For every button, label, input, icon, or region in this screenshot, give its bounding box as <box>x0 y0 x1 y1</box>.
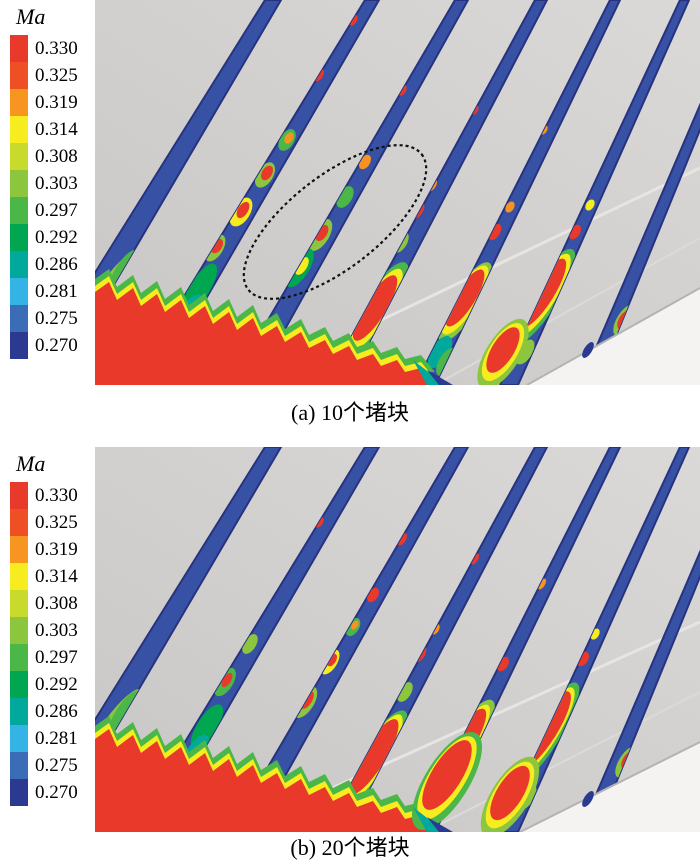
legend-row: 0.297 <box>10 197 95 224</box>
legend-b: Ma 0.330 0.325 0.319 0.314 0.308 0.303 0… <box>0 447 95 832</box>
legend-row: 0.303 <box>10 170 95 197</box>
legend-swatch <box>10 644 28 671</box>
blockage-band <box>95 716 483 832</box>
legend-label: 0.303 <box>35 620 78 641</box>
legend-swatch <box>10 779 28 806</box>
legend-swatch <box>10 62 28 89</box>
legend-label: 0.314 <box>35 119 78 140</box>
legend-row: 0.308 <box>10 590 95 617</box>
legend-swatch <box>10 482 28 509</box>
legend-label: 0.292 <box>35 674 78 695</box>
legend-swatch <box>10 752 28 779</box>
legend-row: 0.314 <box>10 116 95 143</box>
legend-swatch <box>10 224 28 251</box>
caption-a: (a) 10个堵块 <box>291 400 409 425</box>
panel-a: Ma 0.330 0.325 0.319 0.314 0.308 0.303 0… <box>0 0 700 425</box>
legend-swatch <box>10 251 28 278</box>
legend-row: 0.319 <box>10 89 95 116</box>
legend-row: 0.308 <box>10 143 95 170</box>
legend-label: 0.286 <box>35 701 78 722</box>
legend-row: 0.314 <box>10 563 95 590</box>
legend-label: 0.330 <box>35 485 78 506</box>
legend-label: 0.325 <box>35 65 78 86</box>
legend-label: 0.297 <box>35 200 78 221</box>
legend-row: 0.292 <box>10 224 95 251</box>
legend-row: 0.303 <box>10 617 95 644</box>
legend-swatch <box>10 332 28 359</box>
legend-row: 0.286 <box>10 251 95 278</box>
blockage-band <box>95 269 453 385</box>
caption-b: (b) 20个堵块 <box>290 835 410 860</box>
legend-label: 0.281 <box>35 728 78 749</box>
annotation-ellipse <box>242 144 428 300</box>
legend-title: Ma <box>16 451 46 476</box>
legend-row: 0.286 <box>10 698 95 725</box>
legend-title: Ma <box>16 4 46 29</box>
legend-swatch <box>10 143 28 170</box>
legend-row: 0.275 <box>10 305 95 332</box>
legend-row: 0.297 <box>10 644 95 671</box>
legend-swatch <box>10 725 28 752</box>
legend-swatch <box>10 278 28 305</box>
wing-edge-line <box>434 237 700 385</box>
legend-swatch <box>10 116 28 143</box>
legend-a: Ma 0.330 0.325 0.319 0.314 0.308 0.303 0… <box>0 0 95 385</box>
legend-row: 0.281 <box>10 725 95 752</box>
contour-svg-b <box>95 447 700 832</box>
wing-edge-line <box>424 691 700 832</box>
legend-swatch <box>10 617 28 644</box>
legend-row: 0.270 <box>10 332 95 359</box>
legend-label: 0.303 <box>35 173 78 194</box>
contour-plot-a <box>95 0 700 385</box>
flap-edge-line <box>519 741 700 832</box>
legend-label: 0.275 <box>35 308 78 329</box>
legend-swatch <box>10 35 28 62</box>
legend-label: 0.308 <box>35 146 78 167</box>
legend-label: 0.325 <box>35 512 78 533</box>
flap-edge-patches <box>477 318 594 385</box>
legend-label: 0.292 <box>35 227 78 248</box>
legend-label: 0.270 <box>35 782 78 803</box>
legend-row: 0.270 <box>10 779 95 806</box>
legend-label: 0.281 <box>35 281 78 302</box>
legend-swatch <box>10 698 28 725</box>
flap-edge-patches <box>480 756 594 832</box>
legend-label: 0.330 <box>35 38 78 59</box>
legend-row: 0.325 <box>10 509 95 536</box>
contour-svg-a <box>95 0 700 385</box>
legend-swatch <box>10 536 28 563</box>
legend-row: 0.319 <box>10 536 95 563</box>
legend-swatch <box>10 563 28 590</box>
legend-label: 0.270 <box>35 335 78 356</box>
contour-plot-b <box>95 447 700 832</box>
legend-row: 0.281 <box>10 278 95 305</box>
legend-row: 0.325 <box>10 62 95 89</box>
legend-label: 0.308 <box>35 593 78 614</box>
legend-label: 0.319 <box>35 539 78 560</box>
legend-swatch <box>10 671 28 698</box>
legend-row: 0.330 <box>10 35 95 62</box>
legend-row: 0.292 <box>10 671 95 698</box>
legend-swatch <box>10 305 28 332</box>
legend-label: 0.319 <box>35 92 78 113</box>
legend-label: 0.286 <box>35 254 78 275</box>
legend-swatch <box>10 590 28 617</box>
legend-swatch <box>10 509 28 536</box>
flap-edge-line <box>526 287 700 385</box>
legend-label: 0.275 <box>35 755 78 776</box>
legend-label: 0.314 <box>35 566 78 587</box>
panel-b: Ma 0.330 0.325 0.319 0.314 0.308 0.303 0… <box>0 447 700 868</box>
legend-swatch <box>10 89 28 116</box>
legend-row: 0.275 <box>10 752 95 779</box>
legend-row: 0.330 <box>10 482 95 509</box>
legend-swatch <box>10 170 28 197</box>
legend-label: 0.297 <box>35 647 78 668</box>
legend-swatch <box>10 197 28 224</box>
